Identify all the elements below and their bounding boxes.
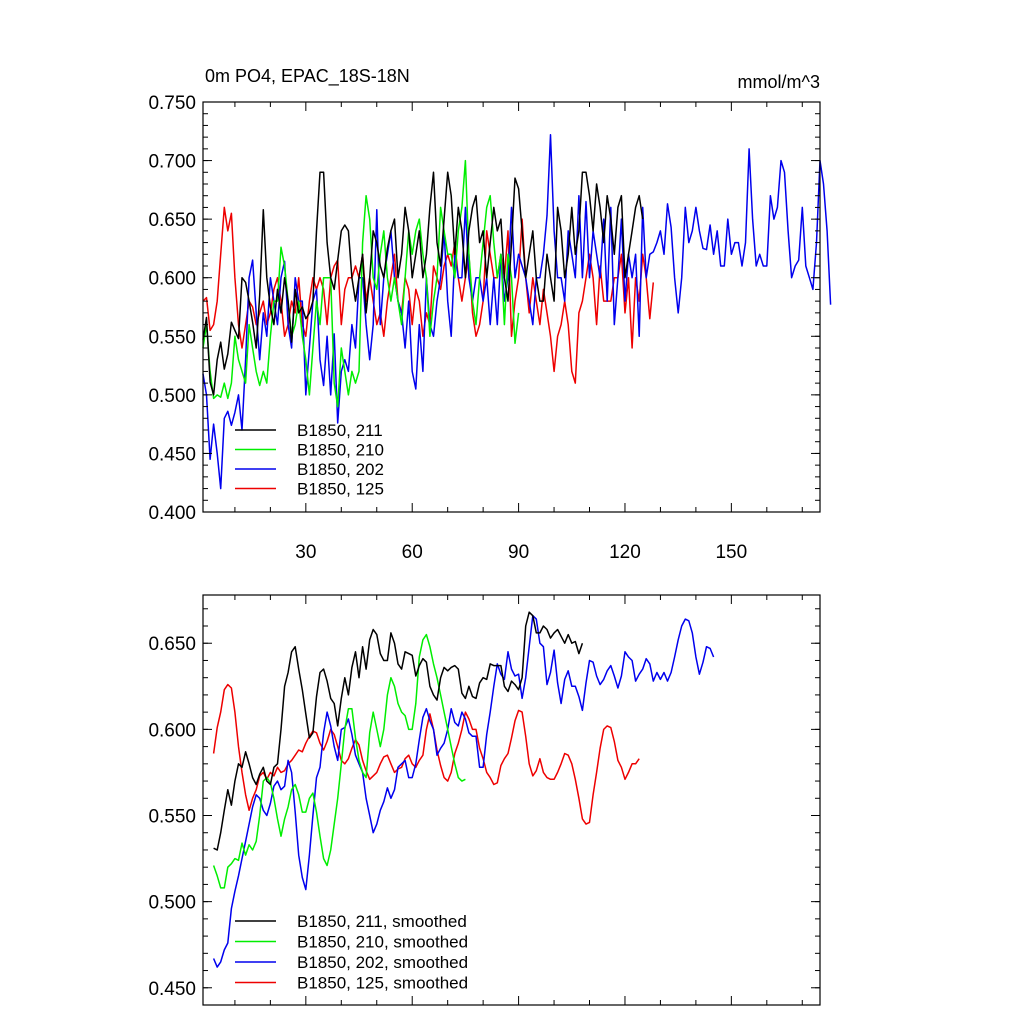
top-series-b1850-211 [202, 171, 644, 396]
bottom-series-b1850-202-smoothed [212, 614, 715, 968]
top-ytick-label: 0.600 [148, 269, 196, 290]
top-ytick-label: 0.750 [148, 93, 196, 114]
bottom-series-b1850-211-smoothed [213, 611, 584, 851]
bottom-series-group [212, 611, 715, 968]
top-series-b1850-210 [202, 159, 520, 408]
top-title: 0m PO4, EPAC_18S-18N [205, 66, 410, 87]
bottom-series-b1850-125-smoothed [212, 683, 640, 825]
bottom-legend-label: B1850, 125, smoothed [297, 974, 468, 993]
top-axes-group: 0.400 0.450 0.500 0.550 0.600 0.650 0.700 0.750… [148, 93, 820, 563]
top-legend-label: B1850, 125 [297, 480, 384, 499]
top-ytick-label: 0.650 [148, 210, 196, 231]
top-xtick-label: 60 [402, 542, 423, 563]
top-ytick-label: 0.500 [148, 386, 196, 407]
top-ytick-label: 0.400 [148, 503, 196, 524]
top-ytick-label: 0.450 [148, 444, 196, 465]
top-legend-label: B1850, 202 [297, 460, 384, 479]
top-legend-label: B1850, 211 [297, 421, 383, 440]
top-panel: 0m PO4, EPAC_18S-18N mmol/m^3 0.400 0.450… [148, 66, 832, 563]
bottom-legend: B1850, 211, smoothed B1850, 210, smoothed… [235, 912, 468, 993]
bottom-legend-label: B1850, 202, smoothed [297, 953, 468, 972]
top-xtick-label: 120 [609, 542, 641, 563]
bottom-panel: 0.450 0.500 0.550 0.600 0.650 B1850, 211, sm… [148, 594, 821, 1006]
top-xtick-label: 90 [508, 542, 529, 563]
bottom-ytick-label: 0.600 [148, 720, 196, 741]
top-plot-frame [202, 101, 821, 513]
bottom-ytick-label: 0.550 [148, 807, 196, 828]
top-legend-label: B1850, 210 [297, 441, 384, 460]
top-series-group [202, 134, 832, 490]
bottom-plot-frame [202, 594, 821, 1006]
bottom-legend-label: B1850, 210, smoothed [297, 933, 468, 952]
top-units: mmol/m^3 [738, 72, 820, 92]
bottom-ytick-label: 0.500 [148, 893, 196, 914]
top-ytick-label: 0.700 [148, 152, 196, 173]
bottom-ytick-label: 0.450 [148, 979, 196, 1000]
top-xtick-label: 30 [295, 542, 316, 563]
top-xtick-label: 150 [715, 542, 747, 563]
bottom-ytick-label: 0.650 [148, 634, 196, 655]
bottom-axes-group: 0.450 0.500 0.550 0.600 0.650 [148, 595, 820, 1006]
top-ytick-label: 0.550 [148, 327, 196, 348]
bottom-series-b1850-210-smoothed [212, 633, 466, 889]
bottom-legend-label: B1850, 211, smoothed [297, 912, 467, 931]
